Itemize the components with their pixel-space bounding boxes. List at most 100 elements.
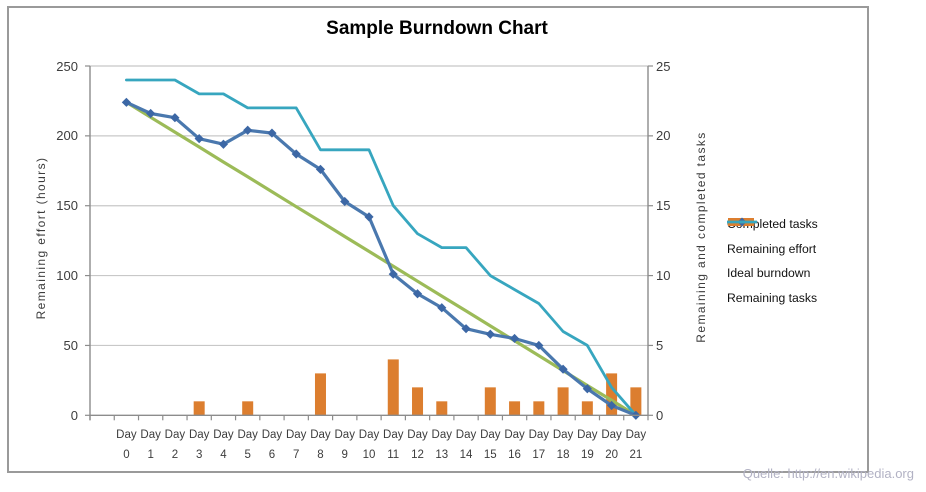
- legend: Completed tasks Remaining effort Ideal bur…: [727, 216, 818, 314]
- marker-remaining-effort: [267, 128, 277, 138]
- marker-remaining-effort: [194, 134, 204, 144]
- bar-completed-tasks: [242, 401, 254, 416]
- marker-remaining-effort: [412, 289, 423, 299]
- bar-completed-tasks: [387, 359, 399, 416]
- x-tick-label-day-number: 2: [171, 449, 179, 461]
- x-tick-label-day-number: 20: [605, 449, 618, 461]
- y-right-tick-label: 20: [656, 128, 671, 144]
- y-right-tick-label: 0: [656, 407, 664, 423]
- x-tick-label-day-number: 3: [195, 449, 203, 461]
- legend-item-remaining-tasks: Remaining tasks: [727, 220, 818, 306]
- legend-item-remaining-effort: Remaining effort: [727, 217, 818, 257]
- x-tick-label-day-word: Day: [552, 429, 574, 441]
- y-left-tick-label: 150: [56, 198, 78, 214]
- y-right-tick-label: 15: [656, 198, 671, 214]
- x-tick-label-day-number: 8: [317, 449, 324, 461]
- x-tick-label-day-word: Day: [455, 429, 477, 441]
- bar-completed-tasks: [630, 387, 642, 416]
- bar-completed-tasks: [581, 401, 593, 416]
- x-tick-label-day-number: 11: [387, 449, 400, 461]
- bar-completed-tasks: [436, 401, 448, 416]
- x-tick-label-day-number: 14: [459, 449, 473, 461]
- x-tick-label-day-number: 6: [268, 449, 276, 461]
- x-tick-label-day-word: Day: [528, 429, 550, 441]
- marker-remaining-effort: [243, 125, 253, 135]
- marker-remaining-effort: [461, 324, 471, 334]
- legend-label: Remaining effort: [727, 241, 817, 256]
- y-left-tick-label: 200: [56, 128, 78, 144]
- legend-label: Remaining tasks: [727, 290, 818, 305]
- right-axis-title: Remaining and completed tasks: [694, 131, 708, 343]
- y-left-tick-label: 50: [63, 337, 78, 353]
- x-tick-label-day-number: 17: [532, 449, 546, 461]
- marker-remaining-effort: [340, 196, 350, 207]
- x-tick-label-day-word: Day: [334, 429, 355, 441]
- x-tick-label-day-word: Day: [140, 429, 161, 441]
- x-tick-label-day-word: Day: [237, 429, 258, 441]
- marker-remaining-effort: [485, 329, 495, 339]
- chart-title: Sample Burndown Chart: [326, 18, 548, 39]
- x-tick-label-day-number: 21: [629, 449, 643, 461]
- bar-completed-tasks: [193, 401, 205, 416]
- marker-remaining-effort: [121, 97, 131, 107]
- marker-remaining-effort: [364, 212, 374, 222]
- x-tick-label-day-word: Day: [625, 429, 647, 441]
- x-tick-label-day-word: Day: [601, 429, 622, 441]
- marker-remaining-effort: [607, 400, 617, 411]
- marker-remaining-effort: [534, 340, 544, 351]
- marker-remaining-effort: [582, 384, 592, 394]
- bar-completed-tasks: [484, 387, 496, 416]
- y-right-tick-label: 25: [656, 58, 671, 74]
- left-axis-title: Remaining effort (hours): [34, 156, 48, 320]
- x-tick-label-day-word: Day: [504, 429, 525, 441]
- x-tick-label-day-number: 15: [483, 449, 497, 461]
- x-tick-label-day-number: 5: [244, 449, 251, 461]
- y-right-tick-label: 5: [656, 337, 664, 353]
- x-tick-label-day-word: Day: [407, 429, 428, 441]
- x-tick-label-day-word: Day: [431, 429, 452, 441]
- x-tick-label-day-word: Day: [116, 429, 137, 441]
- x-tick-label-day-number: 9: [341, 449, 348, 461]
- x-tick-label-day-number: 0: [123, 449, 130, 461]
- legend-item-ideal-burndown: Ideal burndown: [727, 220, 818, 281]
- marker-remaining-effort: [291, 149, 301, 159]
- x-tick-label-day-number: 1: [147, 449, 154, 461]
- x-tick-label-day-word: Day: [213, 429, 234, 441]
- x-tick-label-day-number: 7: [293, 449, 300, 461]
- bar-completed-tasks: [557, 387, 569, 416]
- line-remaining-tasks: [125, 78, 638, 417]
- line-ideal-burndown: [124, 100, 638, 417]
- marker-remaining-effort: [315, 164, 326, 174]
- x-tick-label-day-number: 19: [580, 449, 594, 461]
- x-tick-label-day-word: Day: [310, 429, 331, 441]
- x-tick-label-day-number: 18: [556, 449, 570, 461]
- chart-border-frame: [7, 6, 869, 473]
- y-left-tick-label: 100: [56, 268, 78, 284]
- bar-completed-tasks: [412, 387, 424, 416]
- legend-label: Ideal burndown: [727, 266, 811, 280]
- x-tick-label-day-number: 12: [411, 449, 424, 461]
- marker-remaining-effort: [388, 269, 398, 279]
- marker-remaining-effort: [218, 139, 229, 149]
- legend-line-swatch-icon: [727, 220, 757, 224]
- y-right-tick-label: 10: [656, 268, 671, 284]
- marker-remaining-effort: [437, 303, 447, 313]
- x-tick-label-day-word: Day: [358, 429, 380, 441]
- x-tick-label-day-word: Day: [383, 429, 404, 441]
- x-tick-label-day-number: 10: [362, 449, 376, 461]
- bar-completed-tasks: [314, 373, 326, 416]
- marker-remaining-effort: [146, 108, 156, 119]
- x-tick-label-day-number: 16: [508, 449, 521, 461]
- x-tick-label-day-word: Day: [480, 429, 501, 441]
- x-tick-label-day-word: Day: [285, 429, 307, 441]
- marker-remaining-effort: [558, 364, 568, 374]
- bar-completed-tasks: [606, 373, 618, 416]
- x-tick-label-day-word: Day: [164, 429, 186, 441]
- bar-completed-tasks: [509, 401, 521, 416]
- marker-remaining-effort: [509, 333, 520, 344]
- x-tick-label-day-word: Day: [261, 429, 283, 441]
- x-tick-label-day-word: Day: [577, 429, 598, 441]
- bar-completed-tasks: [533, 401, 545, 416]
